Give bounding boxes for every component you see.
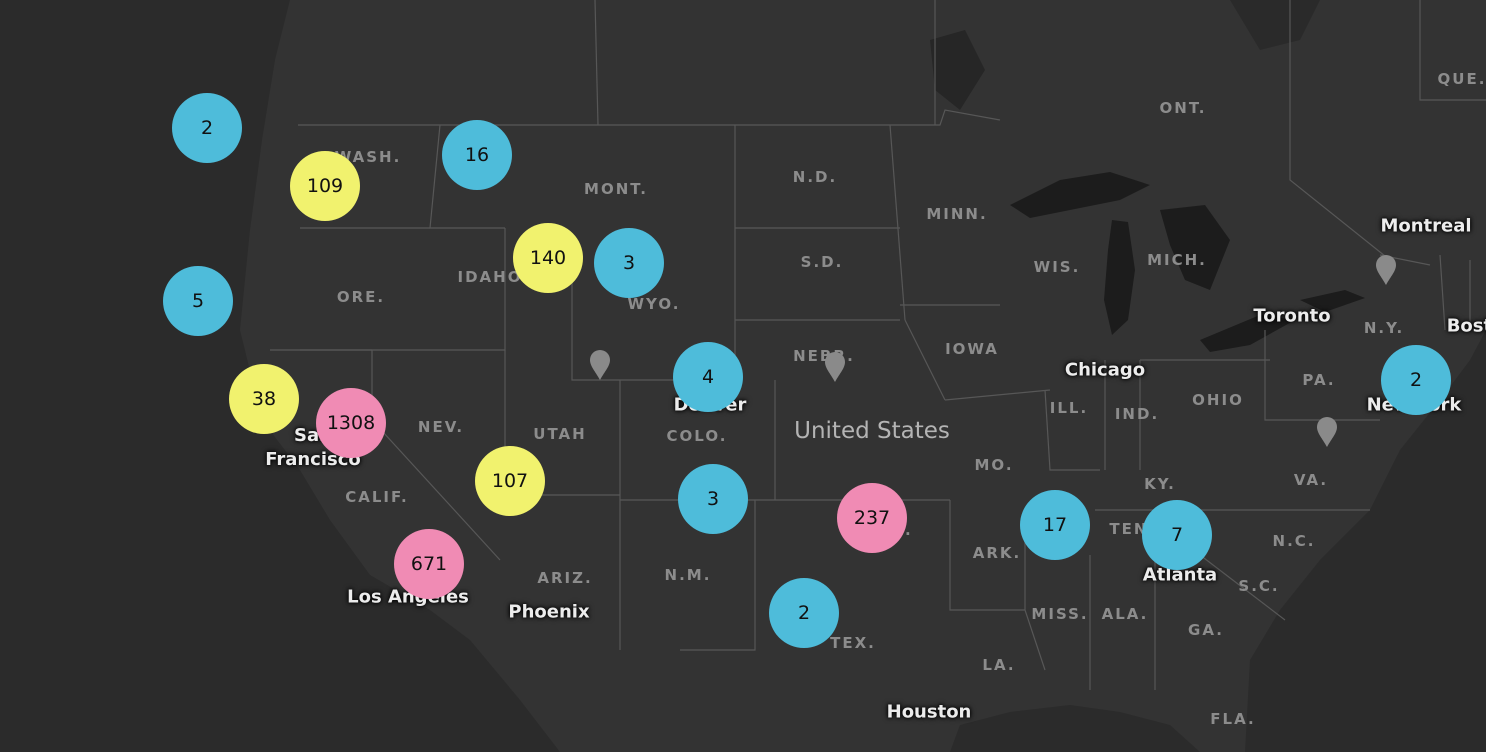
cluster-count: 3 bbox=[622, 252, 636, 274]
map-pin-icon[interactable] bbox=[589, 349, 611, 381]
cluster-marker[interactable]: 4 bbox=[673, 342, 743, 412]
map-pin-icon[interactable] bbox=[1375, 254, 1397, 286]
cluster-count: 1308 bbox=[326, 412, 376, 434]
map-pin-icon[interactable] bbox=[1316, 416, 1338, 448]
cluster-marker[interactable]: 109 bbox=[290, 151, 360, 221]
cluster-marker[interactable]: 237 bbox=[837, 483, 907, 553]
cluster-count: 38 bbox=[251, 388, 277, 410]
hudson-bay-edge bbox=[1230, 0, 1320, 50]
cluster-marker[interactable]: 2 bbox=[172, 93, 242, 163]
cluster-marker[interactable]: 7 bbox=[1142, 500, 1212, 570]
map-pin-icon[interactable] bbox=[824, 351, 846, 383]
cluster-marker[interactable]: 16 bbox=[442, 120, 512, 190]
cluster-count: 4 bbox=[701, 366, 715, 388]
cluster-count: 3 bbox=[706, 488, 720, 510]
cluster-marker[interactable]: 1308 bbox=[316, 388, 386, 458]
cluster-marker[interactable]: 38 bbox=[229, 364, 299, 434]
cluster-count: 7 bbox=[1170, 524, 1184, 546]
cluster-marker[interactable]: 671 bbox=[394, 529, 464, 599]
lake-huron bbox=[1160, 205, 1230, 290]
cluster-count: 2 bbox=[200, 117, 214, 139]
lake-michigan bbox=[1104, 220, 1135, 335]
cluster-count: 671 bbox=[410, 553, 448, 575]
cluster-count: 107 bbox=[491, 470, 529, 492]
cluster-marker[interactable]: 2 bbox=[1381, 345, 1451, 415]
pacific-ocean bbox=[0, 0, 560, 752]
cluster-count: 237 bbox=[853, 507, 891, 529]
cluster-count: 2 bbox=[797, 602, 811, 624]
cluster-marker[interactable]: 5 bbox=[163, 266, 233, 336]
cluster-marker[interactable]: 107 bbox=[475, 446, 545, 516]
lake-winnipeg bbox=[930, 30, 985, 110]
lake-ontario bbox=[1300, 290, 1365, 312]
cluster-marker[interactable]: 140 bbox=[513, 223, 583, 293]
atlantic-ocean bbox=[1245, 330, 1486, 752]
cluster-count: 109 bbox=[306, 175, 344, 197]
cluster-marker[interactable]: 17 bbox=[1020, 490, 1090, 560]
cluster-marker[interactable]: 3 bbox=[678, 464, 748, 534]
cluster-marker[interactable]: 2 bbox=[769, 578, 839, 648]
lake-superior bbox=[1010, 172, 1150, 218]
cluster-count: 17 bbox=[1042, 514, 1068, 536]
cluster-count: 140 bbox=[529, 247, 567, 269]
cluster-marker[interactable]: 3 bbox=[594, 228, 664, 298]
gulf-water bbox=[950, 705, 1200, 752]
cluster-count: 2 bbox=[1409, 369, 1423, 391]
cluster-count: 5 bbox=[191, 290, 205, 312]
lake-erie bbox=[1200, 315, 1295, 352]
cluster-count: 16 bbox=[464, 144, 490, 166]
